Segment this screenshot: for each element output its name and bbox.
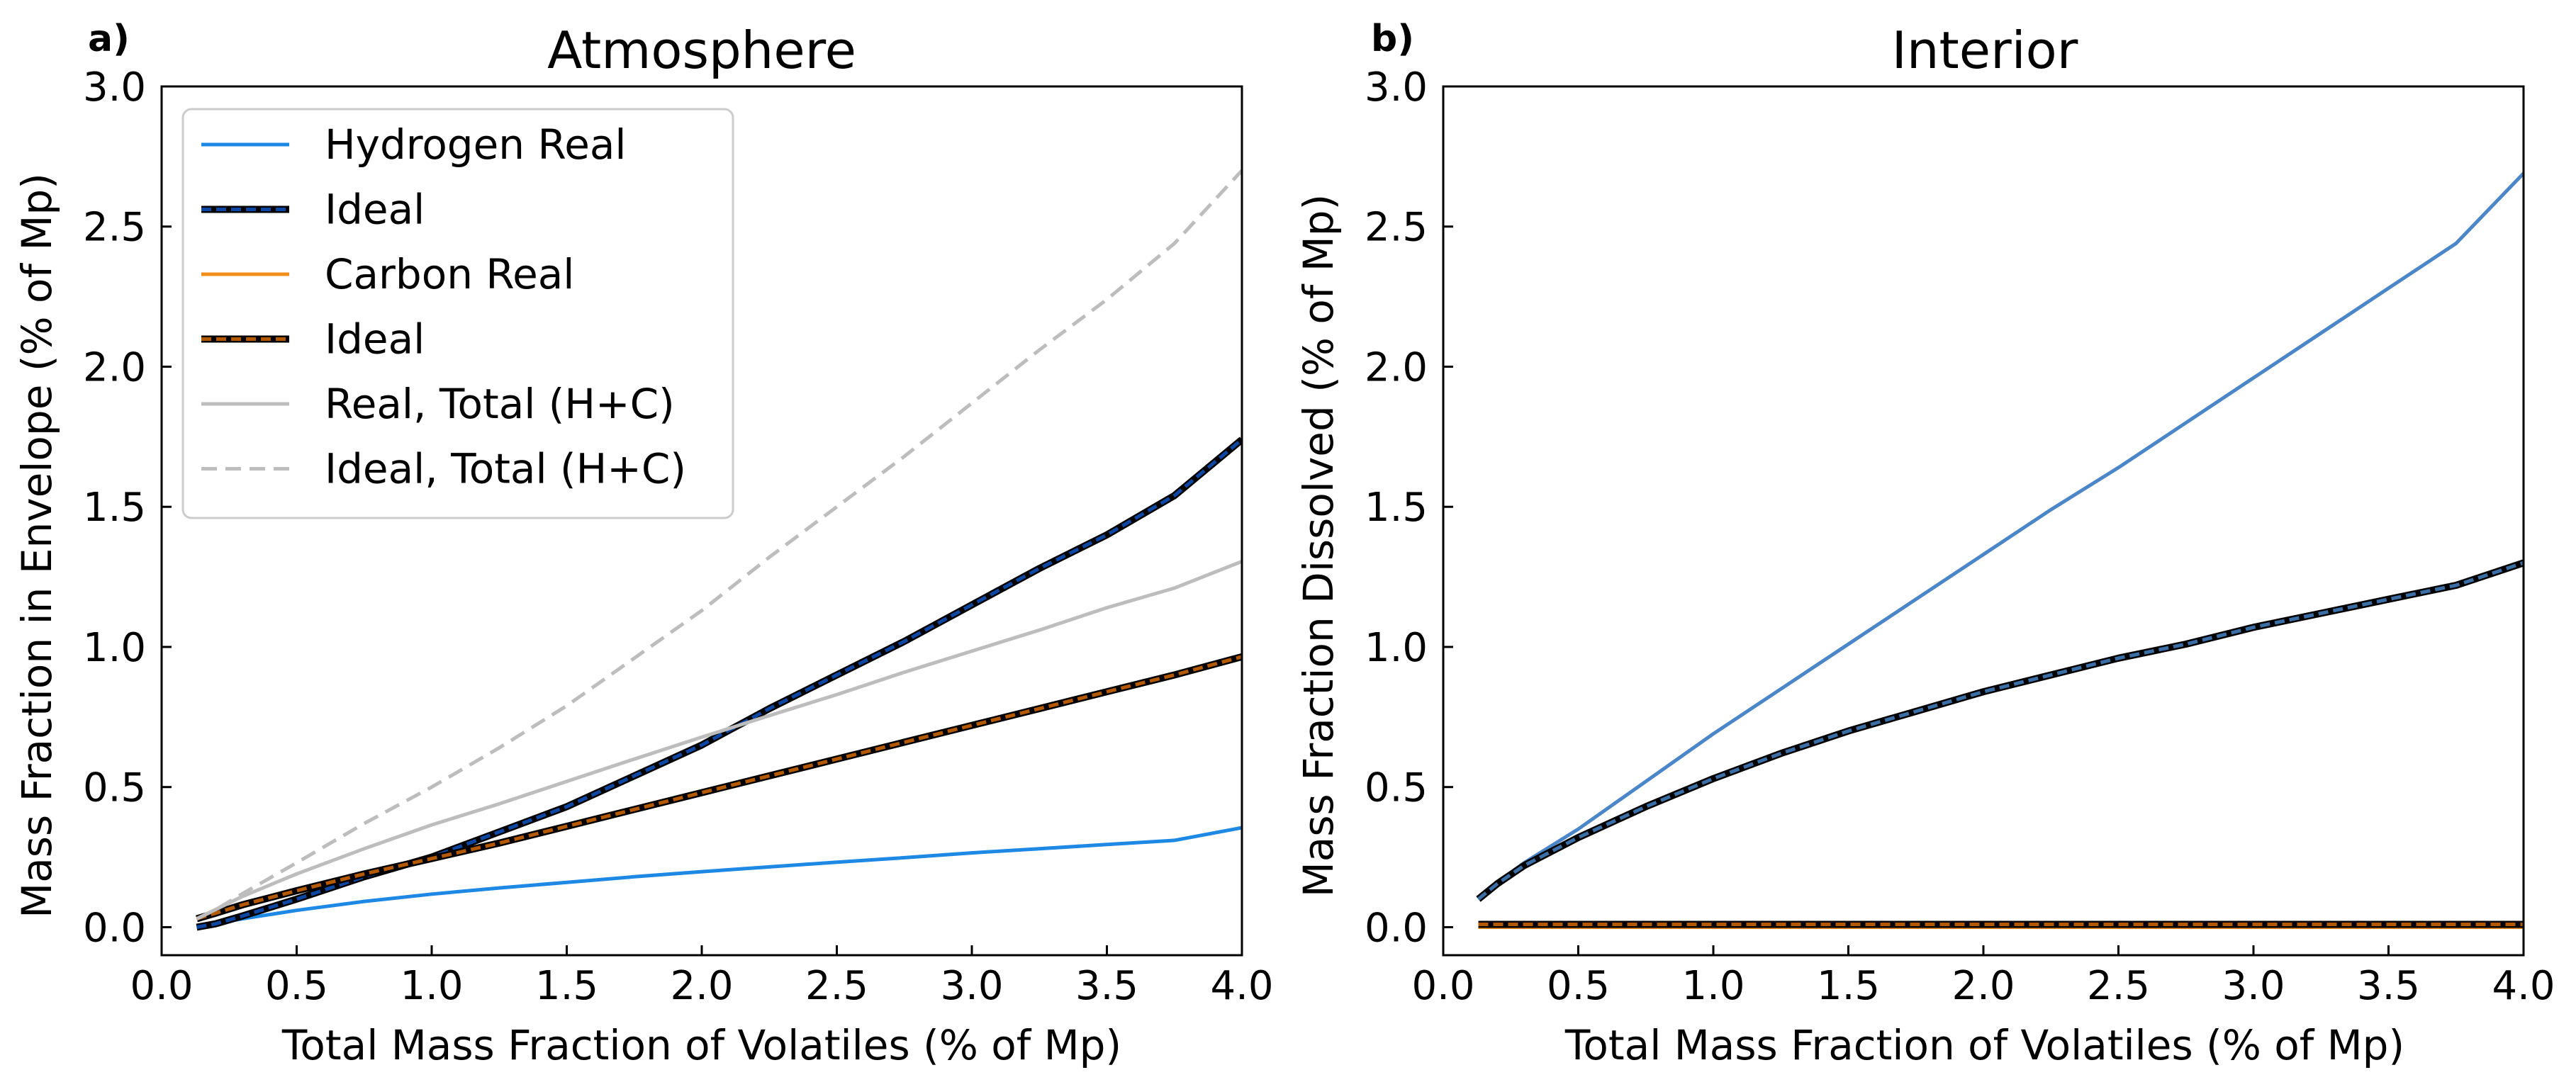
panel-a-legend: Hydrogen Real Ideal Carbon Real Ideal Real, … [181, 108, 734, 519]
y-tick-label: 2.0 [1365, 344, 1428, 390]
series-line-5 [196, 559, 1242, 920]
x-tick-label: 4.0 [1210, 963, 1273, 1009]
legend-entry: Ideal, Total (H+C) [201, 445, 686, 493]
panel-a-x-ticks: 0.0 0.5 1.0 1.5 2.0 2.5 3.0 3.5 4.0 [130, 945, 1274, 1009]
x-tick-label: 0.5 [265, 963, 328, 1009]
panel-b-y-axis-label: Mass Fraction Dissolved (% of Mp) [1294, 194, 1343, 898]
y-tick-label: 0.0 [1365, 905, 1428, 951]
panel-a-y-axis-label: Mass Fraction in Envelope (% of Mp) [13, 173, 61, 918]
legend-entry: Ideal [201, 186, 425, 234]
panel-b-y-ticks: 0.0 0.5 1.0 1.5 2.0 2.5 3.0 [1365, 64, 1453, 951]
panel-b-plot-area [1442, 85, 2525, 957]
legend-label: Carbon Real [325, 250, 574, 298]
series-line-1 [1477, 171, 2524, 901]
x-tick-label: 2.0 [670, 963, 733, 1009]
panel-b-title: Interior [1892, 21, 2078, 80]
x-tick-label: 0.5 [1547, 963, 1610, 1009]
panel-atmosphere: a) Atmosphere 0.0 0.5 1.0 1.5 2.0 2.5 3.0 3.5 4.… [13, 18, 1274, 1069]
x-tick-label: 3.0 [2222, 963, 2285, 1009]
x-tick-label: 2.0 [1951, 963, 2015, 1009]
panel-a-letter: a) [88, 18, 130, 60]
series-line-2 [196, 437, 1242, 931]
legend-entry: Ideal [201, 315, 425, 364]
legend-entry: Real, Total (H+C) [201, 380, 675, 428]
series-line-1 [196, 826, 1242, 929]
panel-b-letter: b) [1371, 18, 1414, 60]
legend-label: Ideal [325, 186, 425, 234]
x-tick-label: 2.5 [805, 963, 868, 1009]
panel-a-y-ticks: 0.0 0.5 1.0 1.5 2.0 2.5 3.0 [83, 64, 172, 951]
legend-label: Ideal [325, 315, 425, 364]
panel-b-series-lines [1476, 171, 2524, 929]
y-tick-label: 1.5 [83, 485, 146, 531]
x-tick-label: 3.5 [2357, 963, 2420, 1009]
y-tick-label: 0.5 [83, 765, 146, 811]
x-tick-label: 3.0 [940, 963, 1003, 1009]
panel-b-x-ticks: 0.0 0.5 1.0 1.5 2.0 2.5 3.0 3.5 4.0 [1411, 945, 2555, 1009]
y-tick-label: 1.0 [83, 625, 146, 671]
legend-label: Ideal, Total (H+C) [325, 445, 686, 493]
y-tick-label: 2.0 [83, 344, 146, 390]
series-line-4 [196, 653, 1242, 923]
x-tick-label: 2.5 [2087, 963, 2150, 1009]
x-tick-label: 4.0 [2492, 963, 2555, 1009]
y-tick-label: 3.0 [83, 64, 146, 111]
legend-label: Hydrogen Real [325, 120, 627, 169]
x-tick-label: 3.5 [1075, 963, 1138, 1009]
y-tick-label: 0.5 [1365, 765, 1428, 811]
y-tick-label: 1.0 [1365, 625, 1428, 671]
panel-a-plot-area [160, 85, 1243, 957]
series-line-6 [196, 169, 1242, 920]
x-tick-label: 1.0 [400, 963, 463, 1009]
y-tick-label: 2.5 [1365, 205, 1428, 251]
y-tick-label: 3.0 [1365, 64, 1428, 111]
legend-entry: Carbon Real [201, 250, 574, 298]
x-tick-label: 1.5 [535, 963, 598, 1009]
x-tick-label: 0.0 [130, 963, 193, 1009]
legend-box [181, 108, 734, 519]
panel-a-x-axis-label: Total Mass Fraction of Volatiles (% of M… [281, 1021, 1121, 1069]
panel-b-x-axis-label: Total Mass Fraction of Volatiles (% of M… [1564, 1021, 2404, 1069]
x-tick-label: 1.0 [1681, 963, 1745, 1009]
y-tick-label: 0.0 [83, 905, 146, 951]
y-tick-label: 1.5 [1365, 485, 1428, 531]
panel-interior: b) Interior 0.0 0.5 1.0 1.5 2.0 2.5 3.0 3.5 4.0 … [1294, 18, 2555, 1069]
panel-a-title: Atmosphere [547, 21, 856, 80]
x-tick-label: 0.0 [1411, 963, 1474, 1009]
legend-entry: Hydrogen Real [201, 120, 627, 169]
x-tick-label: 1.5 [1817, 963, 1880, 1009]
legend-label: Real, Total (H+C) [325, 380, 675, 428]
y-tick-label: 2.5 [83, 205, 146, 251]
panel-a-series-lines [196, 169, 1242, 931]
series-line-2 [1476, 559, 2524, 902]
